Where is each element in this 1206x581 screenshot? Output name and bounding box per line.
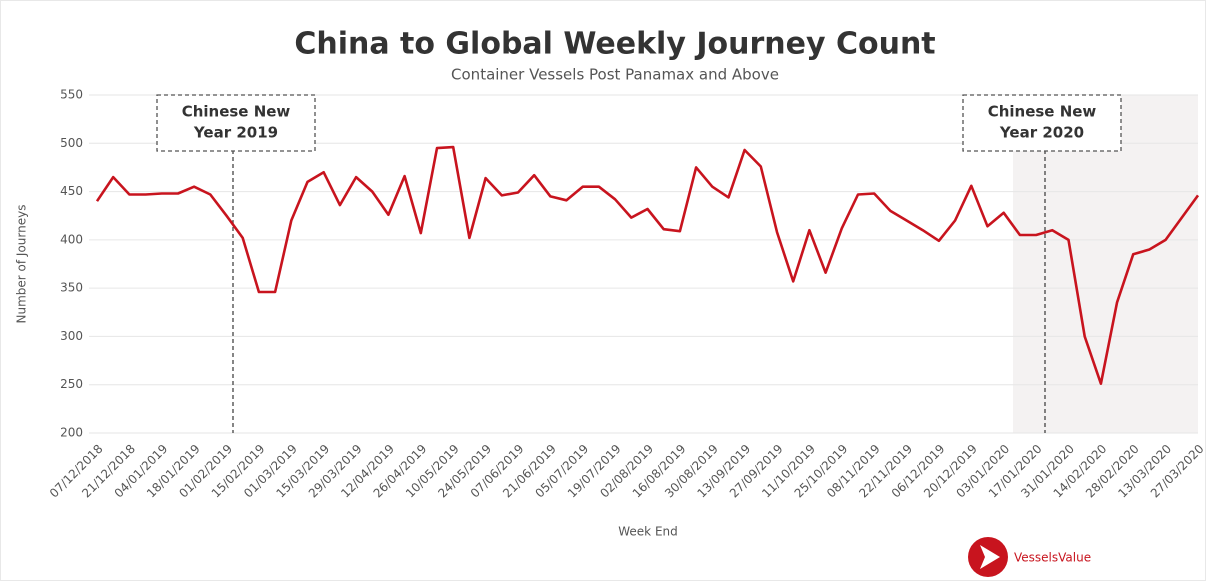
- x-axis-label: Week End: [618, 525, 678, 539]
- y-tick-label: 250: [60, 377, 83, 391]
- y-tick-label: 300: [60, 329, 83, 343]
- y-tick-label: 450: [60, 184, 83, 198]
- annotation-text: Year 2020: [999, 124, 1084, 142]
- brand: VesselsValue: [1014, 551, 1091, 565]
- y-tick-label: 350: [60, 281, 83, 295]
- shaded-region: [1013, 95, 1198, 433]
- y-axis-label: Number of Journeys: [15, 205, 29, 324]
- data-line: [95, 145, 1200, 385]
- y-tick-label: 550: [60, 88, 83, 102]
- annotation-text: Chinese New: [182, 103, 291, 121]
- annotation-box: [156, 94, 316, 152]
- annotation-box: [962, 94, 1122, 152]
- annotation: Chinese New Year 2019: [156, 94, 316, 433]
- annotation-text: Chinese New: [988, 103, 1097, 121]
- chart-subtitle: Container Vessels Post Panamax and Above: [451, 66, 779, 84]
- chart-title: China to Global Weekly Journey Count: [294, 27, 935, 62]
- y-tick-label: 200: [60, 426, 83, 440]
- annotation-text: Year 2019: [193, 124, 278, 142]
- logo-mark: [980, 545, 1000, 569]
- y-tick-label: 500: [60, 136, 83, 150]
- y-tick-label: 400: [60, 232, 83, 246]
- logo: VesselsValue: [968, 537, 1091, 577]
- annotation: Chinese New Year 2020: [962, 94, 1122, 433]
